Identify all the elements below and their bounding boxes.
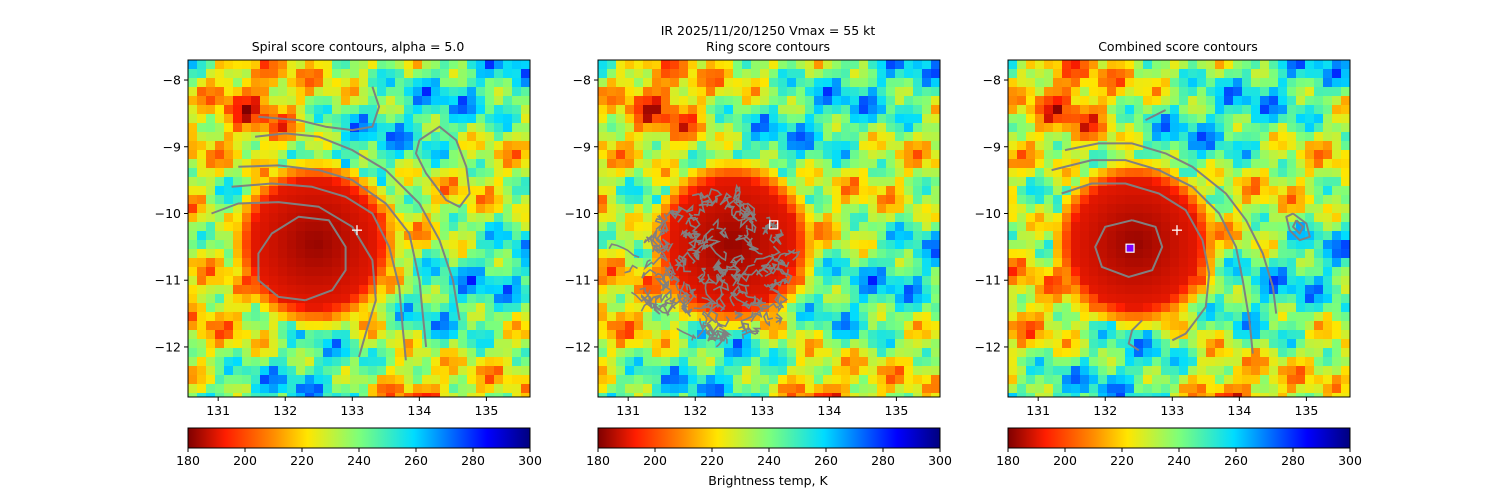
y-tick-label: −10 [155,206,181,221]
x-tick-label: 131 [206,403,230,418]
colorbar [597,427,941,449]
colorbar-tick-label: 220 [1110,453,1134,468]
colorbar-tick-label: 280 [461,453,485,468]
score-contour-2 [1051,159,1254,354]
score-contour-7 [1292,219,1305,235]
colorbar-tick-label: 200 [643,453,667,468]
colorbar [187,427,531,449]
axes-frame [597,59,941,398]
y-tick-label: −8 [983,73,1001,88]
x-tick-label: 135 [474,403,498,418]
score-contour-5 [1127,319,1143,352]
score-contour-0 [257,215,347,302]
score-contour-6 [415,125,471,208]
colorbar-tick-label: 220 [700,453,724,468]
colorbar-tick-label: 200 [1053,453,1077,468]
panel-combined: Combined score contours 131 132 133 134 135 −… [975,39,1362,468]
colorbar-tick-label: 220 [290,453,314,468]
colorbar-tick-label: 300 [518,453,542,468]
center-plus-marker [1171,225,1182,236]
colorbar-tick-label: 280 [871,453,895,468]
x-tick-label: 131 [1026,403,1050,418]
y-tick-label: −9 [573,139,591,154]
brightness-temperature-field [188,60,530,397]
y-tick-label: −12 [565,339,591,354]
score-contour-2 [231,182,407,361]
y-tick-label: −11 [565,273,591,288]
y-tick-label: −8 [163,73,181,88]
axes-frame [1007,59,1351,398]
colorbar-tick-label: 300 [928,453,952,468]
y-tick-label: −12 [155,339,181,354]
y-tick-label: −10 [975,206,1001,221]
colorbar-tick-label: 260 [404,453,428,468]
brightness-temperature-field [1008,60,1350,397]
x-tick-label: 134 [1227,403,1251,418]
center-square-marker [769,220,779,230]
score-contour-3 [238,164,428,348]
x-tick-label: 135 [884,403,908,418]
y-tick-label: −11 [975,273,1001,288]
x-tick-label: 133 [750,403,774,418]
panel-title-combined: Combined score contours [1098,39,1258,54]
colorbar-tick-label: 260 [814,453,838,468]
panel-title-ring: Ring score contours [706,39,830,54]
colorbar-tick-label: 280 [1281,453,1305,468]
panel-ring: Ring score contours 131 132 133 134 135 −8 −9 −… [565,39,952,468]
center-square-marker [1125,243,1135,253]
x-tick-label: 132 [1093,403,1117,418]
colorbar-label: Brightness temp, K [708,473,828,488]
colorbar-tick-label: 300 [1338,453,1362,468]
x-tick-label: 134 [817,403,841,418]
x-tick-label: 133 [1160,403,1184,418]
colorbar-tick-label: 240 [757,453,781,468]
score-contour-0 [1094,219,1164,278]
score-contour-1 [1061,182,1211,342]
colorbar-tick-label: 260 [1224,453,1248,468]
colorbar-tick-label: 240 [1167,453,1191,468]
colorbar-tick-label: 180 [586,453,610,468]
y-tick-label: −11 [155,273,181,288]
x-tick-label: 131 [616,403,640,418]
y-tick-label: −12 [975,339,1001,354]
x-tick-label: 134 [407,403,431,418]
score-contour-1 [211,201,377,358]
colorbar [1007,427,1351,449]
ring-score-contours [608,183,801,348]
y-tick-label: −9 [163,139,181,154]
score-contour-4 [1145,109,1167,121]
panel-title-spiral: Spiral score contours, alpha = 5.0 [252,39,465,54]
score-contour-3 [1064,142,1278,314]
brightness-temperature-field [598,60,940,397]
score-contour-4 [254,132,461,321]
x-tick-label: 132 [273,403,297,418]
colorbar-tick-label: 180 [176,453,200,468]
x-tick-label: 135 [1294,403,1318,418]
axes-frame [187,59,531,398]
colorbar-tick-label: 180 [996,453,1020,468]
x-tick-label: 132 [683,403,707,418]
figure-title: IR 2025/11/20/1250 Vmax = 55 kt [661,23,876,38]
colorbar-tick-label: 240 [347,453,371,468]
x-tick-label: 133 [340,403,364,418]
y-tick-label: −9 [983,139,1001,154]
panel-spiral: Spiral score contours, alpha = 5.0 131 13… [155,39,542,468]
center-plus-marker [351,225,362,236]
score-contour-6 [1285,212,1311,242]
y-tick-label: −10 [565,206,591,221]
y-tick-label: −8 [573,73,591,88]
score-contour-5 [258,86,381,132]
colorbar-tick-label: 200 [233,453,257,468]
